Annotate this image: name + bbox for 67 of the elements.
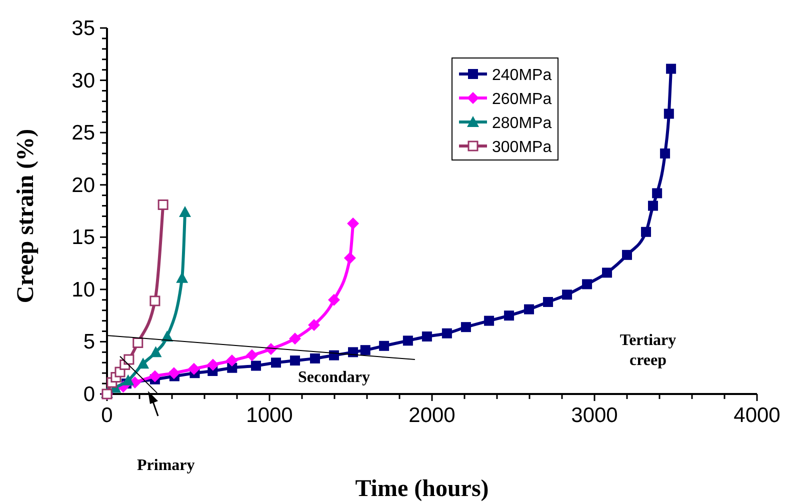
y-tick-label: 35 [72,17,95,40]
legend-label: 260MPa [492,91,552,108]
y-tick-label: 25 [72,122,95,145]
point [344,252,356,264]
point [179,206,191,218]
point [132,338,144,348]
annotation: Secondary [298,369,370,386]
point [188,362,200,375]
point [660,148,670,158]
y-tick-label: 10 [72,278,95,302]
point [158,199,168,210]
point [122,374,134,386]
annotation: Tertiary creep [620,332,676,369]
point [347,218,360,230]
text: Primary [137,457,195,474]
point [543,296,554,307]
point [524,304,534,314]
x-tick-label: 3000 [571,404,618,427]
point [664,108,674,119]
point [150,296,160,306]
point [328,294,340,306]
point [360,345,370,356]
x-tick-label: 4000 [734,404,780,427]
legend-label: 300MPa [492,139,552,156]
point [402,336,413,346]
point [582,279,592,290]
point [150,346,162,358]
point [484,316,494,326]
point [379,340,390,351]
point [641,226,652,237]
y-tick-label: 20 [72,174,95,197]
point [148,370,161,382]
point [648,200,658,211]
point [504,310,514,321]
y-tick-label: 5 [83,330,95,354]
point [602,268,612,278]
point [310,353,320,364]
x-axis-title: Time (hours) [355,476,489,502]
point [460,322,471,332]
legend-label: 240MPa [492,67,552,84]
point [442,328,452,338]
point [271,358,281,368]
x-tick-label: 1000 [246,404,293,427]
point [206,358,219,371]
point [622,250,632,260]
y-axis-title: Creep strain (%) [13,128,39,304]
y-tick-label: 30 [72,69,95,92]
point [246,349,258,362]
point [226,354,238,367]
x-tick-label: 2000 [408,404,456,427]
point [290,356,300,366]
point [168,367,180,380]
legend-label: 280MPa [492,115,552,132]
y-tick-label: 0 [83,383,95,406]
point [137,358,150,369]
point [348,347,358,358]
point [562,290,572,300]
point [308,318,320,331]
point [289,332,302,345]
point [329,350,340,360]
point [652,188,662,198]
point [124,354,134,365]
point [666,64,676,74]
y-tick-label: 15 [72,226,95,250]
point [251,360,262,371]
point [422,331,432,342]
x-tick-label: 0 [101,404,113,427]
